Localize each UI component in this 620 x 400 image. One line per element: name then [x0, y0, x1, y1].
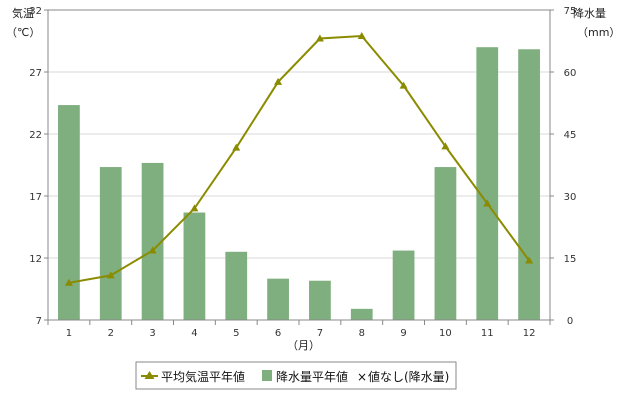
x-tick-label: 1 [66, 328, 72, 339]
temperature-point [399, 81, 408, 89]
temperature-point [64, 278, 73, 286]
precipitation-bar [434, 167, 457, 320]
x-tick-label: 2 [108, 328, 114, 339]
grid-lines [48, 71, 550, 259]
precipitation-bar [267, 278, 289, 320]
x-tick-label: 9 [400, 328, 406, 339]
temperature-point [315, 34, 324, 42]
temperature-point [274, 77, 283, 85]
right-axis-ticks: 0 15 30 45 60 75 [550, 6, 576, 327]
x-tick-label: 7 [317, 328, 323, 339]
x-tick-label: 8 [359, 328, 365, 339]
precipitation-bar [518, 49, 540, 321]
legend-triangle-marker [144, 371, 155, 379]
legend-bar-swatch [262, 370, 272, 381]
left-tick-label: 27 [29, 68, 42, 79]
temperature-point [148, 246, 157, 254]
precipitation-bar [392, 250, 415, 320]
temperature-point [441, 142, 450, 150]
precipitation-bar [350, 308, 373, 320]
legend-label-precipitation: 降水量平年値 [276, 369, 348, 384]
left-tick-label: 32 [29, 6, 42, 17]
temperature-series-line [68, 35, 530, 284]
x-tick-label: 4 [191, 328, 197, 339]
right-tick-label: 75 [564, 6, 577, 17]
x-axis-unit: （月） [287, 339, 320, 352]
precipitation-bar [141, 162, 164, 320]
x-axis-ticks: 1 2 3 4 5 6 7 8 9 10 11 12 [47, 320, 551, 339]
left-tick-label: 12 [29, 254, 42, 265]
x-tick-label: 5 [233, 328, 239, 339]
legend-label-temperature: 平均気温平年値 [161, 369, 245, 384]
x-tick-label: 11 [481, 328, 494, 339]
right-tick-label: 45 [564, 130, 577, 141]
x-tick-label: 3 [149, 328, 155, 339]
legend-no-value-symbol: × [357, 370, 367, 384]
left-axis-ticks: 7 12 17 22 27 32 [29, 6, 48, 327]
x-tick-label: 6 [275, 328, 281, 339]
right-axis-title: 降水量 [573, 6, 606, 20]
legend-box [135, 361, 457, 390]
legend: 平均気温平年値 降水量平年値 × 値なし(降水量) [135, 361, 457, 390]
x-tick-label: 10 [439, 328, 452, 339]
precipitation-bar [58, 105, 80, 320]
precipitation-bar [476, 47, 499, 320]
left-tick-label: 17 [29, 192, 42, 203]
precipitation-bar [309, 280, 331, 320]
temperature-line [64, 32, 534, 286]
temperature-point [525, 256, 534, 264]
temperature-point [483, 199, 492, 207]
right-axis-unit: （mm） [577, 26, 620, 39]
precipitation-bar [99, 167, 122, 320]
left-axis-title: 気温 [12, 6, 34, 20]
temperature-point [232, 143, 241, 151]
precipitation-bar [183, 212, 206, 320]
legend-label-no-value: 値なし(降水量) [368, 369, 449, 384]
temperature-point [190, 204, 199, 212]
precipitation-bars [58, 47, 540, 321]
left-axis-unit: （℃） [6, 26, 40, 39]
right-tick-label: 0 [567, 316, 573, 327]
right-tick-label: 60 [564, 68, 577, 79]
left-tick-label: 7 [36, 316, 42, 327]
temperature-point [106, 271, 115, 279]
right-tick-label: 30 [564, 192, 577, 203]
left-tick-label: 22 [29, 130, 42, 141]
plot-frame [47, 9, 551, 321]
right-tick-label: 15 [564, 254, 577, 265]
precipitation-bar [225, 251, 248, 320]
temperature-point [357, 32, 366, 40]
x-tick-label: 12 [523, 328, 536, 339]
